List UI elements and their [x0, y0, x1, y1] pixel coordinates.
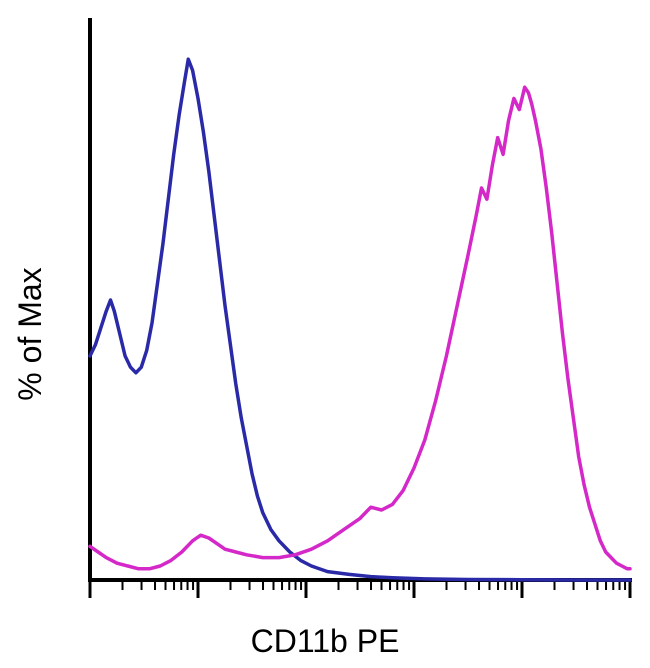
- flow-histogram: [0, 0, 650, 668]
- y-axis-label: % of Max: [12, 267, 49, 400]
- x-axis-label: CD11b PE: [0, 623, 650, 660]
- chart-container: % of Max CD11b PE: [0, 0, 650, 668]
